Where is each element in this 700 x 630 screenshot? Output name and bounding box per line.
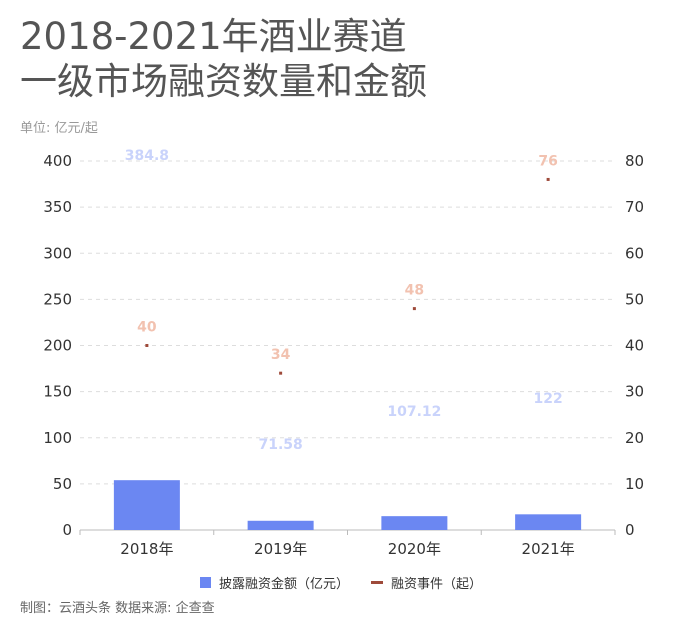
bar-data-label: 122 (534, 391, 563, 407)
bar (381, 516, 448, 530)
bar (113, 480, 180, 530)
line-data-label: 40 (137, 320, 157, 336)
legend-item-amount[interactable]: 披露融资金额（亿元） (200, 573, 349, 592)
legend-item-events[interactable]: 融资事件（起） (371, 573, 482, 592)
bar-data-label: 107.12 (387, 404, 441, 420)
legend-bar-swatch (200, 577, 211, 588)
bar-data-label: 384.8 (125, 148, 169, 164)
x-tick-label: 2019年 (254, 540, 307, 558)
y-right-tick-label: 20 (625, 429, 644, 447)
y-right-tick-label: 30 (625, 383, 644, 401)
y-left-tick-label: 300 (43, 244, 72, 262)
line-point (279, 371, 283, 375)
y-left-tick-label: 200 (43, 337, 72, 355)
y-left-tick-label: 100 (43, 429, 72, 447)
legend-label-events: 融资事件（起） (391, 577, 483, 592)
y-left-tick-label: 400 (43, 152, 72, 170)
y-left-tick-label: 50 (53, 475, 72, 493)
x-tick-label: 2021年 (522, 540, 575, 558)
legend: 披露融资金额（亿元） 融资事件（起） (200, 573, 482, 592)
line-data-label: 48 (405, 283, 424, 299)
y-left-tick-label: 150 (43, 383, 72, 401)
chart-title-line-1: 2018-2021年酒业赛道 (20, 15, 407, 58)
y-right-tick-label: 70 (625, 198, 644, 216)
bar (247, 520, 314, 530)
y-right-tick-label: 80 (625, 152, 644, 170)
line-data-label: 76 (538, 153, 557, 169)
line-point (412, 307, 416, 311)
y-left-tick-label: 350 (43, 198, 72, 216)
y-right-tick-label: 50 (625, 290, 644, 308)
y-left-tick-label: 0 (62, 521, 72, 539)
legend-line-swatch (371, 581, 384, 584)
x-tick-label: 2020年 (388, 540, 441, 558)
y-right-tick-label: 0 (625, 521, 635, 539)
y-right-tick-label: 10 (625, 475, 644, 493)
bar-data-label: 71.58 (258, 437, 302, 453)
y-right-tick-label: 60 (625, 244, 644, 262)
y-right-tick-label: 40 (625, 337, 644, 355)
x-tick-label: 2018年 (120, 540, 173, 558)
chart-title: 2018-2021年酒业赛道 一级市场融资数量和金额 (20, 14, 427, 104)
source-note: 制图：云酒头条 数据来源: 企查查 (20, 601, 215, 616)
chart-title-line-2: 一级市场融资数量和金额 (20, 60, 427, 103)
legend-label-amount: 披露融资金额（亿元） (219, 577, 350, 592)
line-point (145, 344, 149, 347)
line-data-label: 34 (271, 347, 291, 363)
y-left-tick-label: 250 (43, 290, 72, 308)
line-point (546, 177, 550, 181)
bar (515, 514, 582, 530)
unit-label: 单位: 亿元/起 (20, 121, 98, 136)
